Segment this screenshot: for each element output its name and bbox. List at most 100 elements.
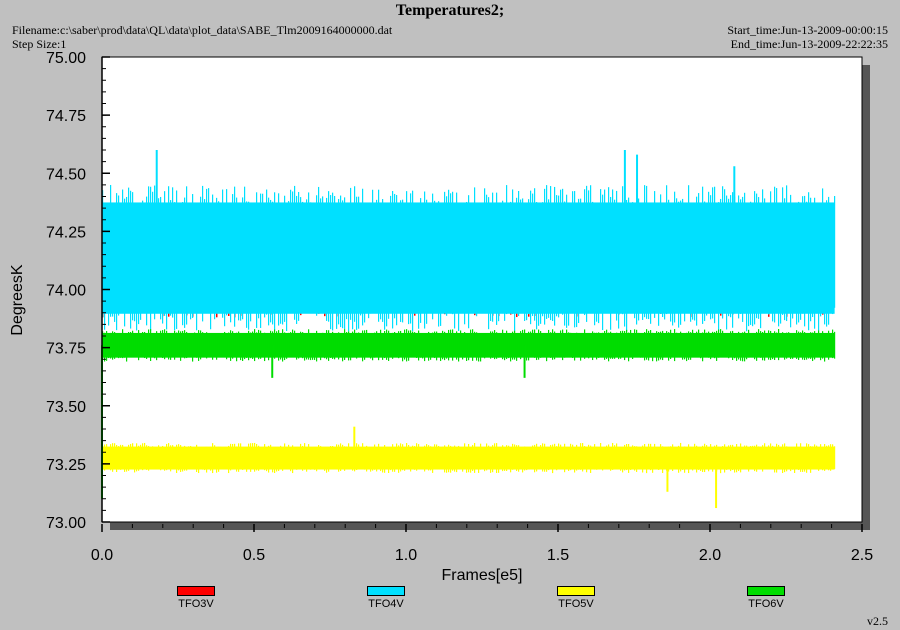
series-trace (382, 199, 384, 322)
series-trace (374, 444, 376, 470)
series-trace (160, 448, 162, 471)
series-trace (542, 443, 544, 472)
series-trace (328, 447, 330, 472)
y-tick-label: 74.75 (46, 108, 86, 125)
series-trace (198, 330, 200, 361)
series-trace (128, 187, 130, 306)
series-trace (314, 203, 316, 303)
series-trace (686, 206, 688, 311)
series-trace (640, 448, 642, 468)
series-trace (784, 334, 786, 360)
series-trace (488, 197, 490, 330)
legend-label: TFO6V (748, 598, 784, 610)
series-trace (376, 448, 378, 472)
series-trace (636, 446, 638, 472)
series-trace (320, 335, 322, 361)
series-trace (414, 446, 416, 470)
series-trace (640, 207, 642, 312)
series-trace (670, 329, 672, 359)
series-trace (728, 445, 730, 469)
series-trace (798, 331, 800, 360)
series-trace (594, 332, 596, 357)
series-trace (550, 444, 552, 469)
series-trace (498, 334, 500, 358)
series-trace (572, 334, 574, 358)
series-trace (196, 444, 198, 472)
series-trace (498, 448, 500, 473)
series-trace (434, 200, 436, 308)
series-trace (792, 333, 794, 359)
series-trace (610, 448, 612, 471)
series-trace (148, 329, 150, 358)
series-trace (746, 445, 748, 469)
series-trace (236, 446, 238, 472)
series-trace (188, 446, 190, 470)
series-trace (496, 192, 498, 325)
series-trace (676, 198, 678, 303)
series-trace (210, 212, 212, 330)
series-trace (274, 329, 276, 359)
series-trace (782, 444, 784, 474)
series-trace (322, 196, 324, 307)
series-trace (276, 331, 278, 356)
series-trace (474, 187, 476, 313)
series-trace (384, 445, 386, 473)
series-trace (366, 445, 368, 472)
series-trace (736, 334, 738, 361)
series-trace (284, 195, 286, 322)
series-trace (198, 206, 200, 310)
y-tick-label: 73.50 (46, 399, 86, 416)
series-trace (132, 443, 134, 468)
series-trace (408, 445, 410, 468)
series-trace (558, 334, 560, 356)
series-trace (390, 334, 392, 357)
series-trace (546, 447, 548, 472)
series-trace (466, 335, 468, 361)
series-trace (556, 446, 558, 471)
series-trace (542, 202, 544, 317)
series-trace (178, 330, 180, 358)
series-trace (126, 196, 128, 312)
series-trace (384, 202, 386, 330)
series-trace (392, 190, 394, 329)
series-trace (388, 211, 390, 319)
series-trace (410, 447, 412, 472)
series-trace (206, 332, 208, 359)
series-trace (700, 213, 702, 306)
series-trace (626, 199, 628, 332)
series-trace (160, 330, 162, 357)
series-trace (124, 198, 126, 327)
series-trace (706, 445, 708, 470)
series-trace (424, 445, 426, 472)
series-trace (298, 191, 300, 321)
series-trace (566, 448, 568, 468)
series-trace (368, 334, 370, 357)
series-trace (306, 448, 308, 472)
series-trace (598, 332, 600, 358)
x-tick-label: 2.0 (699, 547, 721, 564)
series-trace (582, 443, 584, 472)
series-trace (544, 443, 546, 472)
series-trace (578, 198, 580, 324)
series-trace (422, 211, 424, 313)
series-trace (584, 329, 586, 359)
series-trace (660, 194, 662, 314)
series-trace (556, 335, 558, 358)
y-tick-label: 73.00 (46, 515, 86, 532)
series-trace (156, 447, 158, 469)
series-trace (362, 330, 364, 362)
series-trace (638, 447, 640, 470)
series-trace (832, 204, 834, 315)
series-trace (440, 334, 442, 362)
series-trace (420, 447, 422, 468)
series-trace (454, 445, 456, 472)
series-trace (352, 331, 354, 358)
series-trace (460, 448, 462, 468)
series-trace (472, 329, 474, 361)
series-trace (322, 448, 324, 469)
series-trace (156, 331, 158, 361)
series-trace (392, 444, 394, 472)
series-trace (268, 197, 270, 326)
series-trace (368, 447, 370, 470)
series-trace (310, 202, 312, 304)
